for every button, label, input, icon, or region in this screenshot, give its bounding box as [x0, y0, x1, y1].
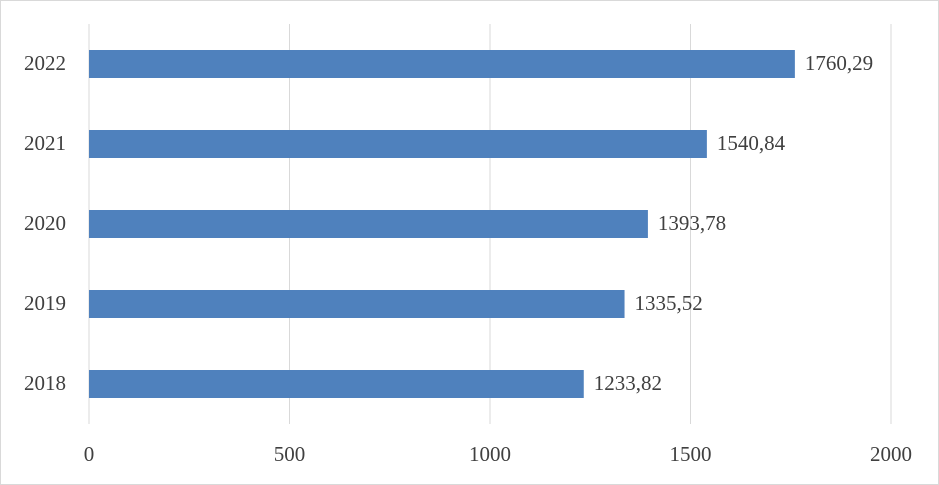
y-tick-label: 2022	[24, 51, 66, 75]
x-tick-label: 500	[274, 442, 306, 466]
x-tick-label: 1500	[670, 442, 712, 466]
x-tick-label: 2000	[870, 442, 912, 466]
bar	[89, 130, 707, 158]
data-label: 1335,52	[635, 291, 703, 315]
y-tick-label: 2021	[24, 131, 66, 155]
data-label: 1540,84	[717, 131, 786, 155]
bar	[89, 290, 625, 318]
bar	[89, 370, 584, 398]
bar	[89, 50, 795, 78]
data-label: 1393,78	[658, 211, 726, 235]
y-tick-label: 2019	[24, 291, 66, 315]
bar	[89, 210, 648, 238]
data-label: 1233,82	[594, 371, 662, 395]
x-tick-label: 0	[84, 442, 95, 466]
data-label: 1760,29	[805, 51, 873, 75]
x-tick-label: 1000	[469, 442, 511, 466]
y-tick-label: 2020	[24, 211, 66, 235]
y-tick-label: 2018	[24, 371, 66, 395]
